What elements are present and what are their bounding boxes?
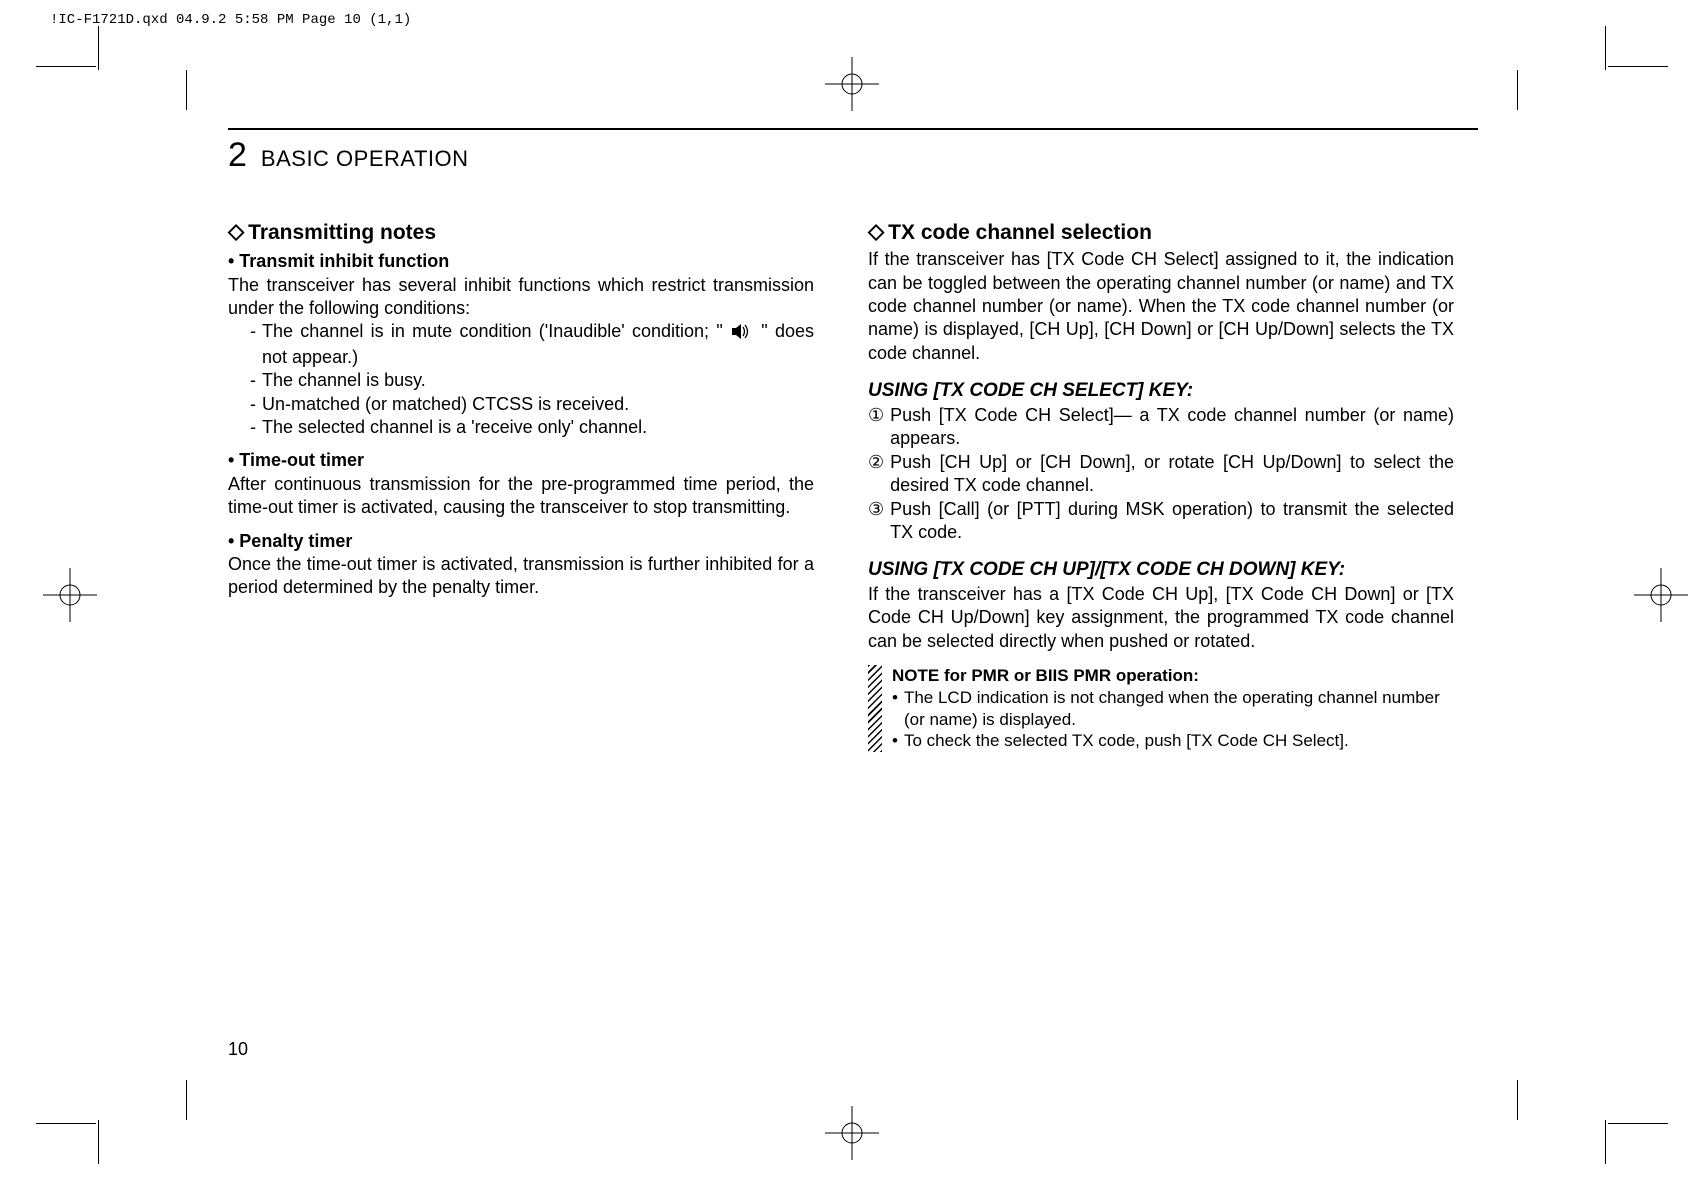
list-text: The channel is busy. [262, 369, 814, 392]
subhead-using-updown-key: USING [TX CODE CH UP]/[TX CODE CH DOWN] … [868, 558, 1454, 583]
step-text: Push [Call] (or [PTT] during MSK operati… [890, 498, 1454, 545]
hatch-pattern-icon [868, 665, 882, 752]
bullet-icon: • [892, 730, 898, 752]
diamond-icon: ◇ [228, 218, 244, 245]
list-item: ②Push [CH Up] or [CH Down], or rotate [C… [868, 451, 1454, 498]
note-title: NOTE for PMR or BIIS PMR operation: [892, 665, 1454, 687]
step-text: Push [TX Code CH Select]— a TX code chan… [890, 404, 1454, 451]
bullet-icon: • [892, 687, 898, 731]
registration-mark-icon [825, 57, 879, 111]
crop-mark [1608, 1123, 1668, 1124]
para-tx-intro: If the transceiver has [TX Code CH Selec… [868, 248, 1454, 365]
crop-mark [98, 26, 99, 70]
fold-mark [1517, 70, 1518, 110]
list-item: -The channel is busy. [250, 369, 814, 392]
registration-mark-icon [825, 1106, 879, 1160]
inhibit-conditions-list: - The channel is in mute condition ('Ina… [228, 320, 814, 439]
registration-mark-icon [1634, 568, 1688, 622]
fold-mark [1517, 1080, 1518, 1120]
page-content: 2 BASIC OPERATION ◇Transmitting notes • … [188, 110, 1518, 1070]
list-item: - The channel is in mute condition ('Ina… [250, 320, 814, 369]
para-inhibit-intro: The transceiver has several inhibit func… [228, 274, 814, 321]
top-rule [228, 128, 1478, 130]
subhead-timeout-timer: • Time-out timer [228, 449, 814, 472]
dash-icon: - [250, 416, 256, 439]
crop-mark [36, 66, 96, 67]
dash-icon: - [250, 320, 256, 369]
note-box: NOTE for PMR or BIIS PMR operation: •The… [868, 665, 1454, 752]
circled-number-icon: ② [868, 451, 884, 498]
note-body: NOTE for PMR or BIIS PMR operation: •The… [892, 665, 1454, 752]
chapter-title: BASIC OPERATION [261, 146, 469, 172]
section-title-text: TX code channel selection [888, 221, 1152, 244]
fold-mark [186, 70, 187, 110]
section-title-text: Transmitting notes [248, 221, 436, 244]
para-penalty: Once the time-out timer is activated, tr… [228, 553, 814, 600]
page-number: 10 [228, 1039, 248, 1060]
crop-mark [98, 1120, 99, 1164]
para-timeout: After continuous transmission for the pr… [228, 473, 814, 520]
subhead-transmit-inhibit: • Transmit inhibit function [228, 250, 814, 273]
right-column: ◇TX code channel selection If the transc… [868, 219, 1454, 752]
subhead-penalty-timer: • Penalty timer [228, 530, 814, 553]
fold-mark [186, 1080, 187, 1120]
list-text: The selected channel is a 'receive only'… [262, 416, 814, 439]
dash-icon: - [250, 369, 256, 392]
list-item: -Un-matched (or matched) CTCSS is receiv… [250, 393, 814, 416]
select-key-steps: ①Push [TX Code CH Select]— a TX code cha… [868, 404, 1454, 544]
list-text: The channel is in mute condition ('Inaud… [262, 320, 814, 369]
section-title-tx-code: ◇TX code channel selection [868, 219, 1454, 246]
speaker-icon [732, 322, 752, 345]
circled-number-icon: ① [868, 404, 884, 451]
dash-icon: - [250, 393, 256, 416]
list-item: ①Push [TX Code CH Select]— a TX code cha… [868, 404, 1454, 451]
registration-mark-icon [43, 568, 97, 622]
crop-mark [1605, 26, 1606, 70]
print-job-meta: !IC-F1721D.qxd 04.9.2 5:58 PM Page 10 (1… [50, 12, 411, 28]
step-text: Push [CH Up] or [CH Down], or rotate [CH… [890, 451, 1454, 498]
para-updown: If the transceiver has a [TX Code CH Up]… [868, 583, 1454, 653]
note-text: The LCD indication is not changed when t… [904, 687, 1454, 731]
list-text-pre: The channel is in mute condition ('Inaud… [262, 321, 723, 341]
chapter-number: 2 [228, 136, 247, 175]
note-bullet: • To check the selected TX code, push [TX… [892, 730, 1454, 752]
chapter-heading: 2 BASIC OPERATION [228, 136, 1478, 175]
section-title-transmitting-notes: ◇Transmitting notes [228, 219, 814, 246]
circled-number-icon: ③ [868, 498, 884, 545]
crop-mark [1608, 66, 1668, 67]
two-column-layout: ◇Transmitting notes • Transmit inhibit f… [228, 219, 1478, 752]
list-text: Un-matched (or matched) CTCSS is receive… [262, 393, 814, 416]
subhead-using-select-key: USING [TX CODE CH SELECT] KEY: [868, 379, 1454, 404]
list-item: -The selected channel is a 'receive only… [250, 416, 814, 439]
crop-mark [36, 1123, 96, 1124]
diamond-icon: ◇ [868, 218, 884, 245]
note-text: To check the selected TX code, push [TX … [904, 730, 1454, 752]
list-item: ③Push [Call] (or [PTT] during MSK operat… [868, 498, 1454, 545]
crop-mark [1605, 1120, 1606, 1164]
note-bullet: •The LCD indication is not changed when … [892, 687, 1454, 731]
left-column: ◇Transmitting notes • Transmit inhibit f… [228, 219, 814, 752]
